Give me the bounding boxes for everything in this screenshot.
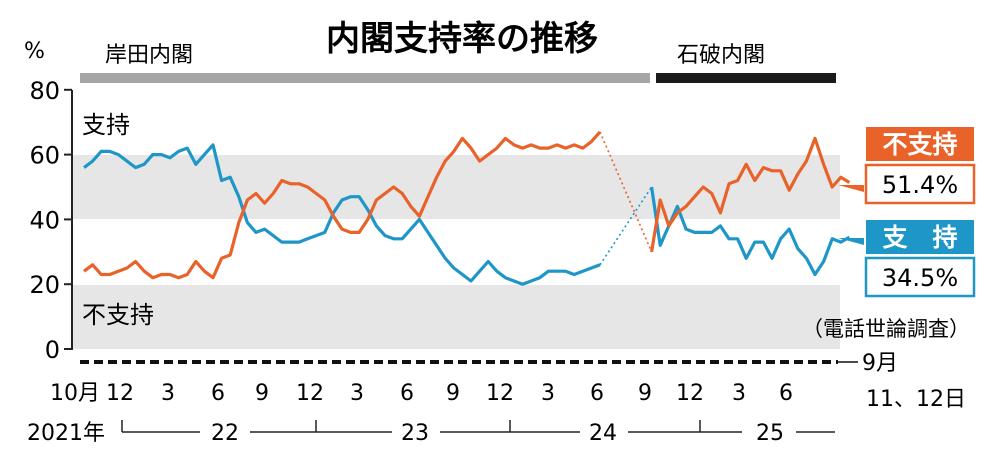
x-month-label: 3 <box>350 381 364 406</box>
x-year-labels: 2021年 22 23 24 25 <box>27 420 835 446</box>
x-month-label: 12 <box>486 381 514 406</box>
band-0-20 <box>72 285 840 349</box>
x-month-label: 6 <box>211 381 225 406</box>
chart-title: 内閣支持率の推移 <box>326 19 598 59</box>
y-tick-label: 80 <box>29 77 60 105</box>
data-lines <box>83 130 851 286</box>
x-month-label: 9 <box>638 381 652 406</box>
y-unit: % <box>24 39 45 64</box>
latest-days: 11、12日 <box>866 387 966 412</box>
x-month-label: 6 <box>590 381 604 406</box>
x-month-label: 9 <box>255 381 269 406</box>
kishida-cabinet-bar <box>80 73 650 83</box>
approve-line-kishida <box>83 143 601 286</box>
x-year-label: 25 <box>756 421 784 446</box>
ishiba-cabinet-bar <box>656 73 836 83</box>
y-tick-label: 40 <box>29 206 60 234</box>
legend-approve-name: 支 持 <box>882 223 957 252</box>
x-month-label: 12 <box>106 381 134 406</box>
kishida-cabinet-label: 岸田内閣 <box>105 43 193 68</box>
x-month-labels: 10月 12 3 6 9 12 3 6 9 12 3 6 9 12 3 6 <box>50 381 793 406</box>
band-40-60 <box>72 155 840 219</box>
x-month-label: 12 <box>676 381 704 406</box>
x-year-label: 2021年 <box>27 421 105 446</box>
legend-disapprove-name: 不支持 <box>882 130 957 159</box>
ishiba-cabinet-label: 石破内閣 <box>677 43 765 68</box>
x-month-label: 3 <box>732 381 746 406</box>
approve-line-ishiba <box>650 186 851 277</box>
x-month-label: 6 <box>779 381 793 406</box>
x-month-label: 3 <box>161 381 175 406</box>
y-tick-label: 0 <box>45 336 60 364</box>
legend-disapprove: 不支持 51.4% <box>838 127 976 205</box>
y-tick-label: 20 <box>29 271 60 299</box>
x-month-label: 9 <box>446 381 460 406</box>
source-note: （電話世論調査） <box>802 317 970 341</box>
y-tick-label: 60 <box>29 142 60 170</box>
x-year-label: 23 <box>401 421 429 446</box>
legend-approve-value: 34.5% <box>882 264 958 292</box>
x-month-label: 6 <box>400 381 414 406</box>
approve-inline-label: 支持 <box>82 111 130 139</box>
legend-disapprove-value: 51.4% <box>882 171 958 199</box>
x-month-label: 10月 <box>50 381 100 406</box>
latest-month: 9月 <box>862 351 898 376</box>
x-month-label: 3 <box>541 381 555 406</box>
approve-line-transition <box>599 186 653 266</box>
disapprove-inline-label: 不支持 <box>82 301 154 329</box>
legend-approve: 支 持 34.5% <box>838 220 976 298</box>
y-ticks: 0 20 40 60 80 <box>29 77 72 364</box>
x-year-label: 24 <box>589 421 617 446</box>
disapprove-line-transition <box>599 131 653 253</box>
x-year-label: 22 <box>211 421 239 446</box>
x-month-label: 12 <box>296 381 324 406</box>
disapprove-line-kishida <box>83 130 602 280</box>
disapprove-line-ishiba <box>650 136 851 253</box>
